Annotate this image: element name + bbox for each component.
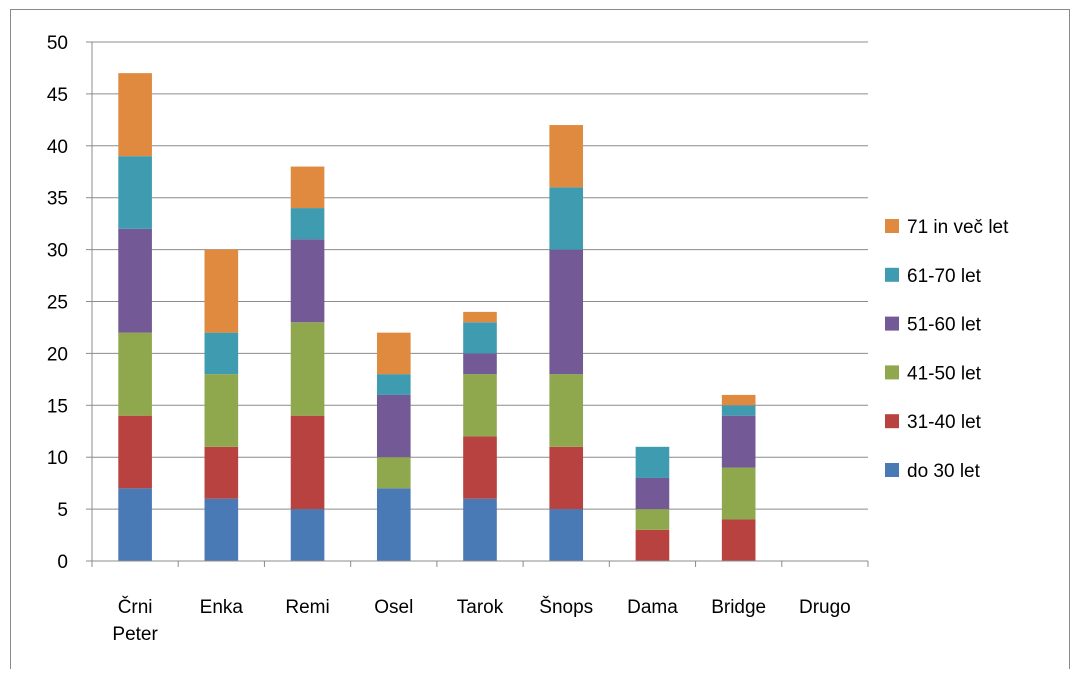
x-tick-label: Črni [118,596,153,618]
bar-segment [721,415,756,468]
bar-segment [290,322,325,416]
y-tick-label: 15 [47,396,68,417]
bar-segment [463,374,497,437]
bar-segment [721,405,756,416]
bar-segment [549,446,584,510]
legend-swatch [885,414,899,429]
y-tick-label: 35 [47,189,68,210]
x-tick-label: Šnops [539,596,593,618]
y-tick-label: 20 [47,344,68,365]
x-tick-label: Drugo [799,597,851,618]
bar-segment [549,509,584,561]
legend: 71 in več let 61-70 let 51-60 let 41-50 let… [885,217,1009,482]
bar-segment [118,73,152,157]
x-tick-label: Enka [200,597,244,618]
x-tick-label: Remi [285,597,329,618]
bar-segment [463,322,497,354]
bar-segment [721,467,756,520]
bar-segment [204,249,239,333]
legend-swatch [885,267,899,282]
bar-segment [204,374,239,447]
bar-segment [463,436,497,499]
bar-segment [290,415,325,510]
y-tick-label: 5 [57,500,68,521]
legend-swatch [885,316,899,331]
bar-segment [463,498,497,561]
legend-label: do 30 let [907,461,981,482]
bar-segment [721,394,756,406]
bar-segment [118,415,152,489]
bar-segment [635,446,670,478]
bar-segment [721,519,756,561]
bar-segment [290,208,325,240]
y-tick-label: 0 [57,552,68,573]
legend-label: 71 in več let [907,217,1009,238]
bar-segment [549,374,584,447]
x-tick-label: Osel [374,597,413,618]
legend-swatch [885,365,899,380]
x-axis-ticks: Črni Peter Enka Remi Osel Tarok Šnops Dama Bridg… [91,561,869,645]
bar-segment [549,187,584,250]
y-tick-label: 50 [47,33,68,54]
y-tick-label: 25 [47,293,68,314]
legend-label: 41-50 let [907,363,982,384]
bar-segment [549,249,584,375]
bar-segment [549,125,584,188]
bar-segment [635,477,670,510]
x-tick-label: Tarok [457,597,504,618]
y-tick-label: 10 [47,448,68,469]
bar-segment [376,457,411,489]
legend-swatch [885,463,899,477]
bars [118,73,756,561]
bar-segment [463,353,497,375]
bar-segment [118,156,152,229]
bar-segment [376,374,411,395]
legend-label: 31-40 let [907,412,982,433]
legend-label: 51-60 let [907,315,982,336]
bar-segment [118,228,152,333]
y-axis-ticks: 0 5 10 15 20 25 30 35 40 45 50 [47,33,92,573]
legend-swatch [885,219,899,233]
bar-segment [290,509,325,561]
bar-segment [635,509,670,530]
bar-segment [376,488,411,561]
bar-segment [204,332,239,375]
bar-segment [204,446,239,499]
y-tick-label: 30 [47,241,68,262]
y-tick-label: 40 [47,137,68,158]
bar-segment [376,332,411,375]
bar-segment [118,488,152,561]
bar-segment [204,498,239,561]
legend-label: 61-70 let [907,266,982,287]
bar-segment [376,394,411,458]
bar-segment [290,166,325,209]
bar-segment [290,239,325,323]
y-tick-label: 45 [47,85,68,106]
x-tick-label: Bridge [711,597,766,618]
x-tick-label: Dama [627,597,678,618]
bar-segment [118,332,152,416]
chart-frame [10,9,1070,669]
x-tick-label: Peter [112,624,158,645]
bar-segment [463,311,497,323]
bar-segment [635,529,670,561]
